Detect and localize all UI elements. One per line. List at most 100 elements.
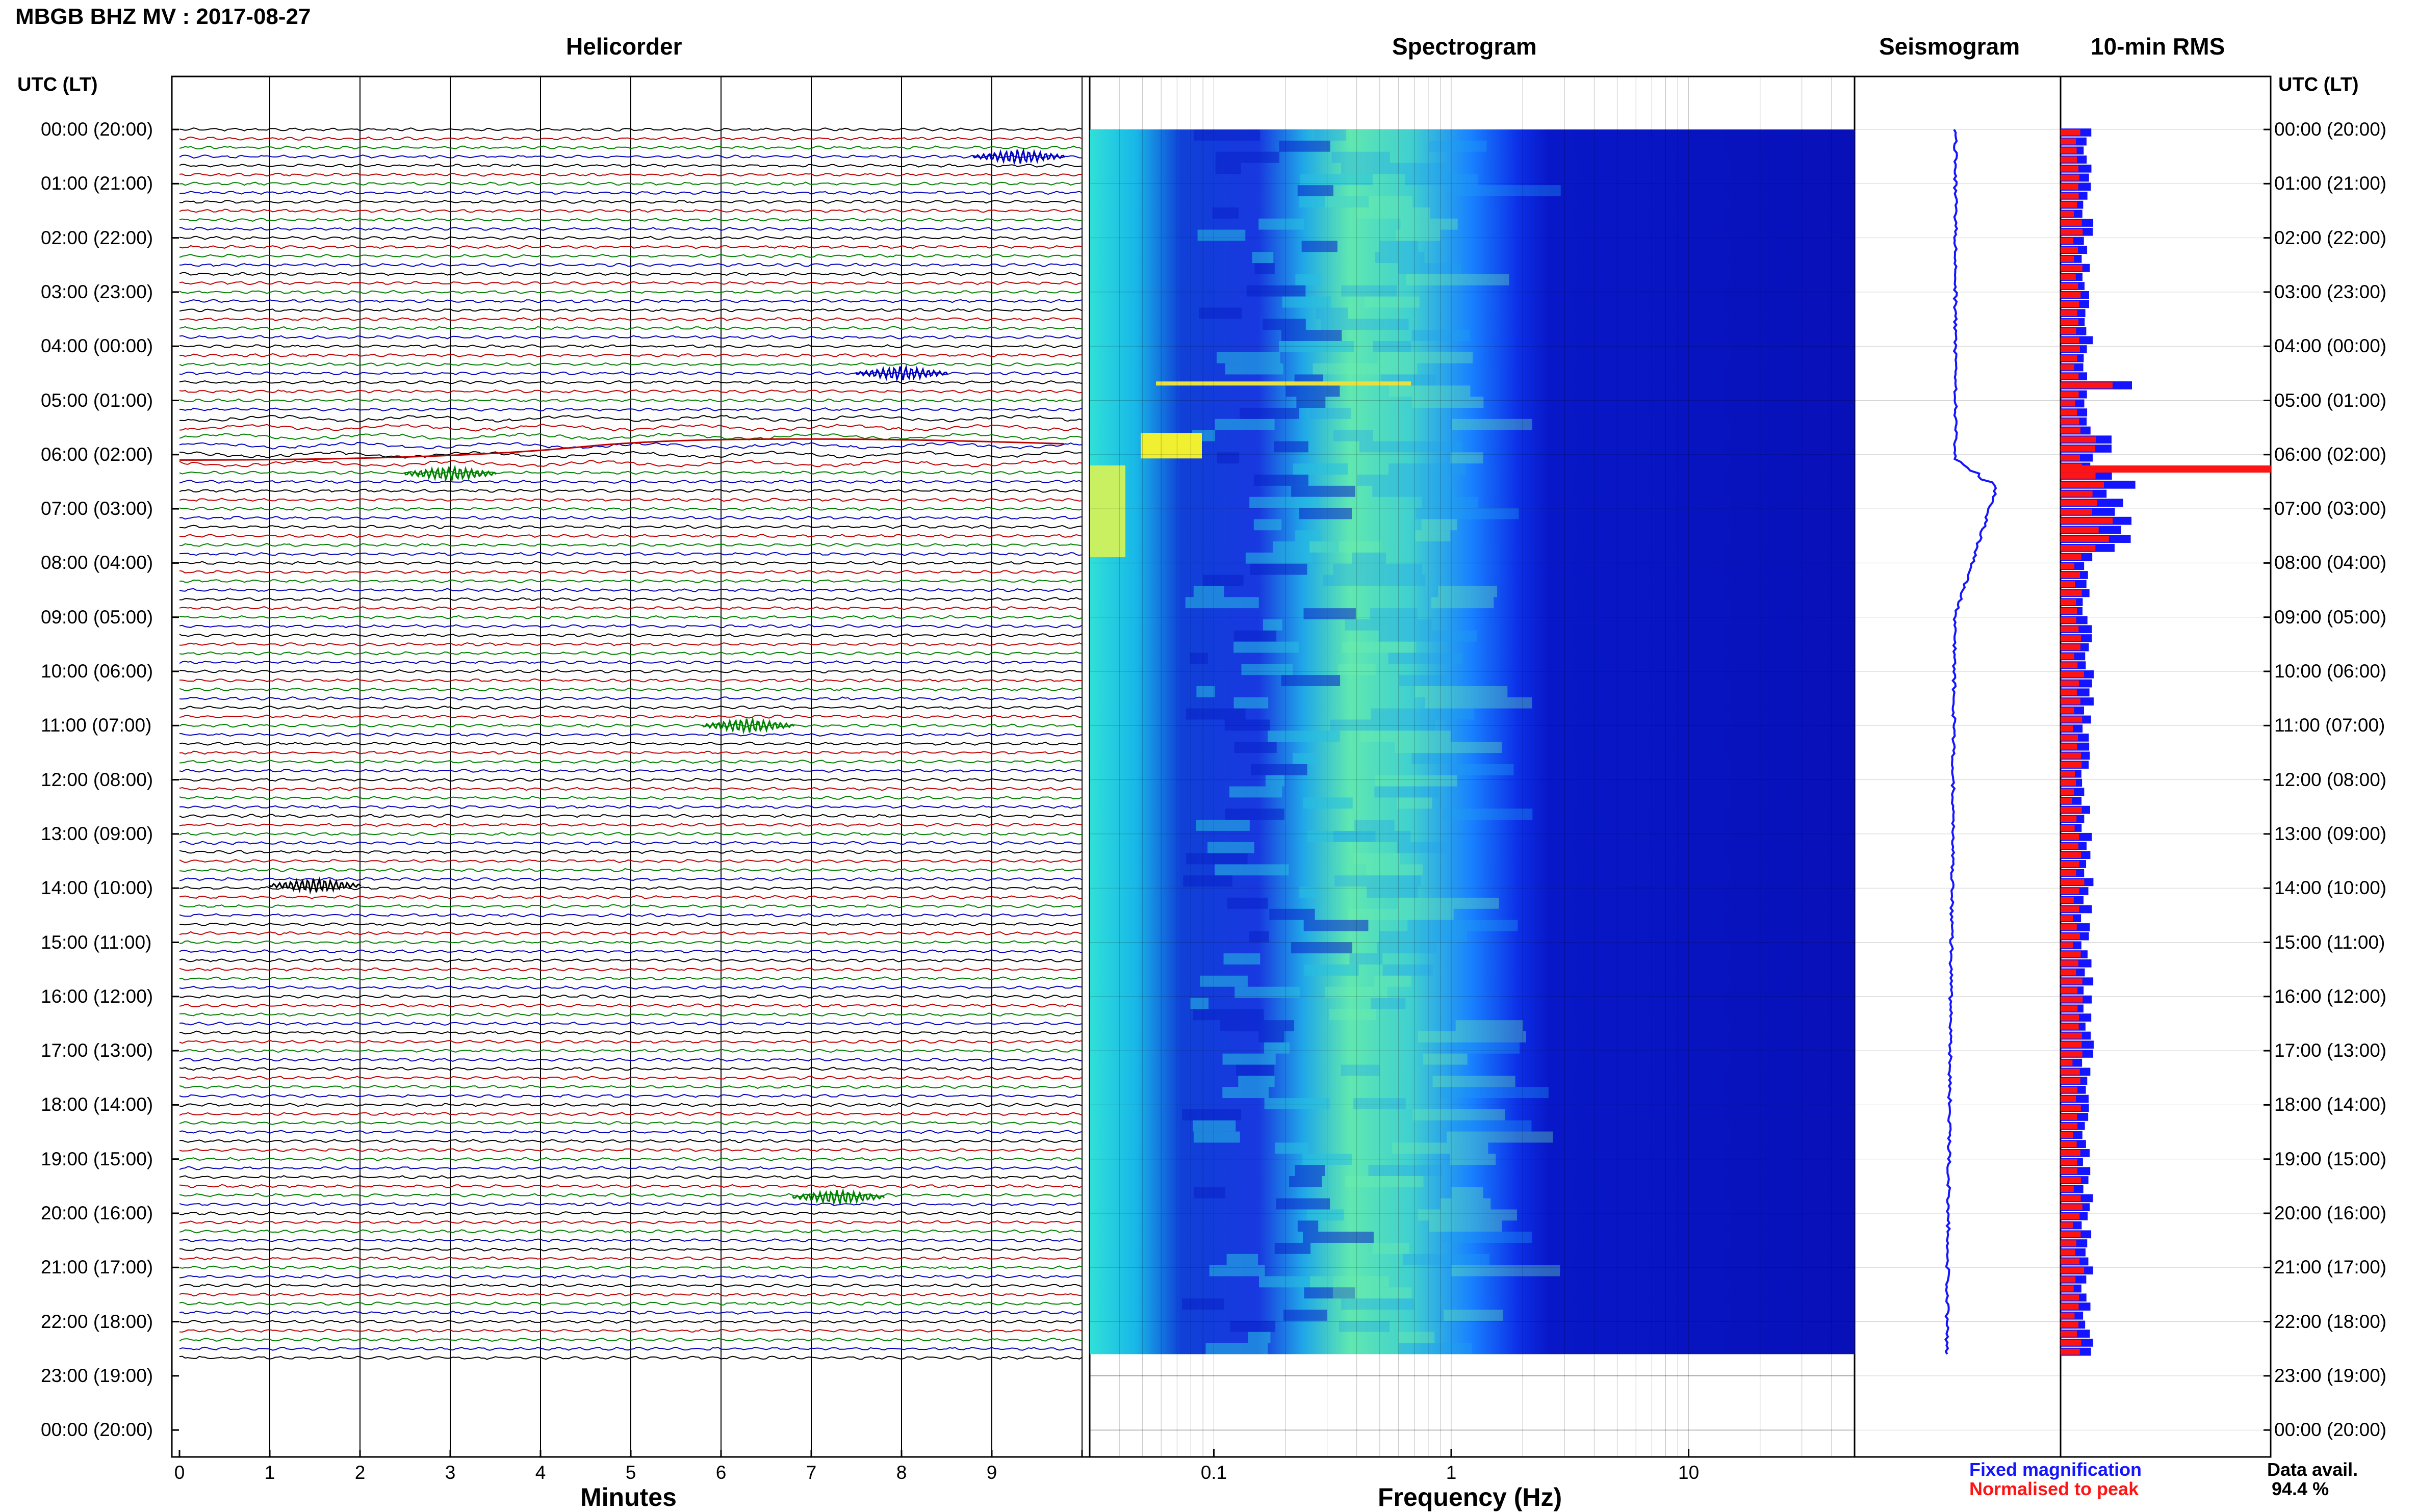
rms-bar-normalised xyxy=(2061,581,2075,587)
y-tick-label-right: 00:00 (20:00) xyxy=(2274,1419,2387,1441)
legend-normalised-to-peak: Normalised to peak xyxy=(1969,1478,2139,1499)
spectrogram-cell xyxy=(1407,920,1518,931)
spectrogram-cell xyxy=(1378,352,1473,363)
spectrogram-cell xyxy=(1353,853,1400,865)
spectrogram-cell xyxy=(1274,1242,1311,1254)
spectrogram-cell xyxy=(1207,842,1254,853)
spectrogram-cell xyxy=(1245,552,1313,564)
spectrogram-cell xyxy=(1215,151,1279,163)
helicorder-trace xyxy=(179,850,1083,854)
rms-bar-normalised xyxy=(2061,1150,2080,1156)
helicorder-trace xyxy=(179,733,1083,737)
helicorder-trace xyxy=(179,1021,1083,1026)
rms-bar-normalised xyxy=(2061,1304,2079,1310)
y-tick-label-left: 09:00 (05:00) xyxy=(41,606,153,628)
rms-bar-normalised xyxy=(2061,1348,2080,1355)
spectrogram-cell xyxy=(1229,786,1282,798)
y-tick-label-right: 16:00 (12:00) xyxy=(2274,985,2387,1007)
data-avail-value: 94.4 % xyxy=(2272,1478,2329,1499)
helicorder-trace xyxy=(179,633,1083,638)
spectrogram-cell xyxy=(1398,897,1499,909)
spectrogram-cell xyxy=(1397,797,1432,809)
helicorder-longperiod-swell xyxy=(179,438,1064,461)
spectrogram-cell xyxy=(1241,664,1293,675)
spectrogram-cell xyxy=(1304,964,1359,976)
helicorder-trace xyxy=(179,823,1083,827)
helicorder-trace xyxy=(179,1057,1083,1062)
helicorder-trace xyxy=(179,1166,1083,1170)
spectrogram-cell xyxy=(1400,218,1458,230)
spectrogram-cell xyxy=(1341,1298,1415,1310)
rms-bar-normalised xyxy=(2061,1195,2081,1202)
spectrogram-cell xyxy=(1371,998,1406,1009)
rms-bar-normalised xyxy=(2061,1023,2079,1030)
spectrogram-cell xyxy=(1279,140,1330,152)
helicorder-trace xyxy=(179,1346,1083,1351)
spectrogram-cell xyxy=(1205,1343,1268,1354)
spectrogram-cell xyxy=(1333,563,1423,575)
y-tick-label-left: 02:00 (22:00) xyxy=(41,227,153,248)
y-tick-label-left: 14:00 (10:00) xyxy=(41,877,153,899)
rms-bar-normalised xyxy=(2061,1114,2077,1120)
spectrogram-cell xyxy=(1349,953,1383,964)
seismogram-frame xyxy=(1854,75,2062,1458)
y-tick-label-right: 00:00 (20:00) xyxy=(2274,119,2387,140)
y-tick-label-left: 07:00 (03:00) xyxy=(41,498,153,519)
helicorder-trace xyxy=(179,290,1083,294)
helicorder-trace xyxy=(179,777,1083,782)
rms-bar-normalised xyxy=(2061,1177,2081,1183)
spectrogram-cell xyxy=(1233,641,1299,653)
rms-bar-normalised xyxy=(2061,157,2077,163)
spectrogram-cell xyxy=(1291,485,1355,497)
rms-bar-normalised xyxy=(2061,1159,2077,1165)
spectrogram-cell xyxy=(1333,830,1411,842)
helicorder-trace xyxy=(179,281,1083,285)
spectrogram-cell xyxy=(1254,263,1275,274)
rms-bar-normalised xyxy=(2061,490,2093,497)
spectrogram-cell xyxy=(1246,285,1306,297)
rms-bar-normalised xyxy=(2061,544,2096,551)
spectrogram-cell xyxy=(1196,686,1215,697)
rms-bar-normalised xyxy=(2061,698,2080,705)
spectrogram-cell xyxy=(1379,241,1418,252)
spectrogram-cell xyxy=(1249,931,1269,943)
helicorder-trace xyxy=(179,1301,1083,1306)
spectrogram-cell xyxy=(1196,820,1250,831)
rms-bar-normalised xyxy=(2061,1014,2079,1021)
helicorder-event xyxy=(855,364,948,383)
spectrogram-cell xyxy=(1451,1265,1560,1276)
helicorder-trace xyxy=(179,831,1083,837)
rms-bar-normalised xyxy=(2061,906,2079,913)
spectrogram-cell xyxy=(1432,1076,1515,1087)
helicorder-trace xyxy=(179,1220,1083,1224)
spectrogram-cell xyxy=(1348,908,1454,920)
rms-bar-normalised xyxy=(2061,626,2079,633)
spectrogram-cell xyxy=(1341,163,1447,174)
spectrogram-cell xyxy=(1338,664,1376,675)
helicorder-trace xyxy=(179,552,1083,556)
rms-bar-normalised xyxy=(2061,770,2075,777)
x-tick-label: 0 xyxy=(174,1462,185,1483)
rms-bar-normalised xyxy=(2061,752,2081,759)
spectrogram-cell xyxy=(1451,1187,1483,1198)
helicorder-trace xyxy=(179,1066,1083,1071)
y-tick-label-left: 21:00 (17:00) xyxy=(41,1257,153,1278)
spectrogram-cell xyxy=(1443,809,1533,820)
spectrogram-cell xyxy=(1240,407,1299,419)
rms-bar-normalised xyxy=(2061,861,2079,867)
helicorder-trace xyxy=(179,245,1083,249)
spectrogram-cell xyxy=(1301,241,1338,252)
rms-bar-normalised xyxy=(2061,1068,2080,1075)
y-tick-label-right: 14:00 (10:00) xyxy=(2274,877,2387,899)
helicorder-trace xyxy=(179,1076,1083,1080)
y-tick-label-right: 22:00 (18:00) xyxy=(2274,1311,2387,1332)
helicorder-event xyxy=(972,147,1066,166)
helicorder-trace xyxy=(179,1337,1083,1342)
spectrogram-cell xyxy=(1339,1320,1390,1332)
rms-bar-normalised xyxy=(2061,509,2092,515)
rms-bar-normalised xyxy=(2061,446,2095,452)
spectrogram-cell xyxy=(1333,430,1373,441)
y-tick-label-left: 15:00 (11:00) xyxy=(41,931,152,953)
spectrogram-cell xyxy=(1455,1042,1520,1054)
data-avail-label: Data avail. xyxy=(2267,1459,2358,1480)
